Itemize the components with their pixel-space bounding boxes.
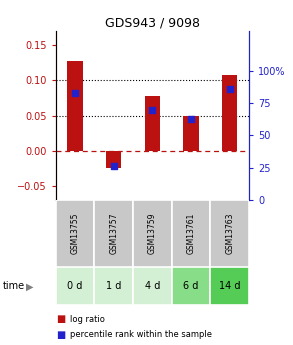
Text: GSM13759: GSM13759 xyxy=(148,213,157,255)
Bar xyxy=(172,200,210,267)
Bar xyxy=(172,267,210,305)
Bar xyxy=(222,76,237,151)
Point xyxy=(150,107,155,112)
Bar xyxy=(94,267,133,305)
Bar xyxy=(133,200,172,267)
Bar xyxy=(133,267,172,305)
Title: GDS943 / 9098: GDS943 / 9098 xyxy=(105,17,200,30)
Bar xyxy=(94,200,133,267)
Bar xyxy=(56,200,94,267)
Text: 1 d: 1 d xyxy=(106,282,121,291)
Text: 0 d: 0 d xyxy=(67,282,83,291)
Bar xyxy=(145,96,160,151)
Bar xyxy=(106,151,121,168)
Text: ■: ■ xyxy=(56,330,65,339)
Text: time: time xyxy=(3,282,25,291)
Text: ■: ■ xyxy=(56,314,65,324)
Point xyxy=(189,116,193,121)
Bar xyxy=(210,200,249,267)
Bar xyxy=(56,267,94,305)
Text: 14 d: 14 d xyxy=(219,282,241,291)
Text: GSM13757: GSM13757 xyxy=(109,213,118,255)
Text: ▶: ▶ xyxy=(25,282,33,291)
Point xyxy=(73,90,77,96)
Point xyxy=(111,164,116,169)
Text: percentile rank within the sample: percentile rank within the sample xyxy=(70,330,212,339)
Bar xyxy=(183,116,199,151)
Text: GSM13763: GSM13763 xyxy=(225,213,234,255)
Bar xyxy=(67,61,83,151)
Bar xyxy=(210,267,249,305)
Text: log ratio: log ratio xyxy=(70,315,105,324)
Text: GSM13755: GSM13755 xyxy=(71,213,79,255)
Text: 4 d: 4 d xyxy=(145,282,160,291)
Text: GSM13761: GSM13761 xyxy=(187,213,195,254)
Text: 6 d: 6 d xyxy=(183,282,199,291)
Point xyxy=(227,86,232,92)
